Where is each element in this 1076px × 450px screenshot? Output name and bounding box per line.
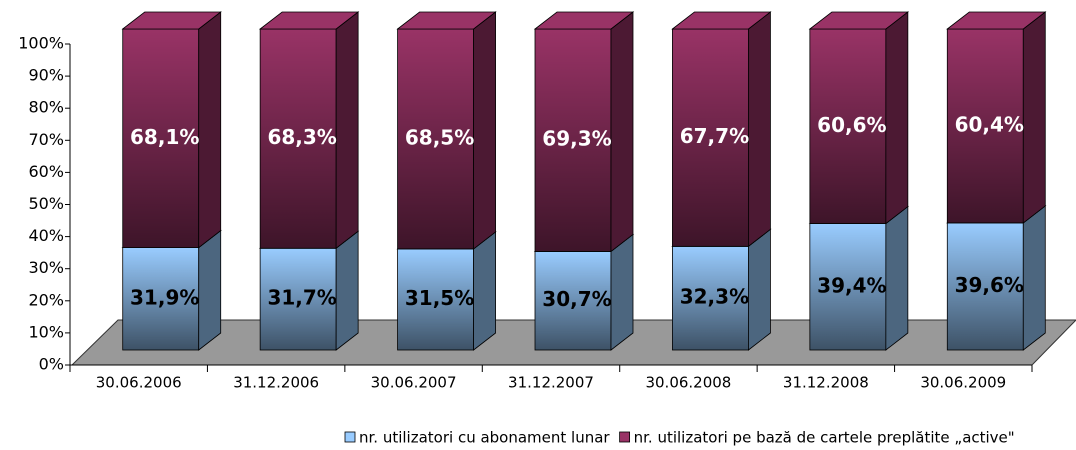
bar-side-shade: [885, 206, 908, 350]
bar-side-shade: [198, 12, 221, 248]
data-label: 30,7%: [542, 287, 611, 311]
data-label: 68,1%: [130, 125, 199, 149]
y-tick-label: 20%: [28, 290, 64, 309]
bar-top: [396, 11, 497, 30]
data-label: 31,5%: [405, 286, 474, 310]
bar-side-shade: [473, 12, 496, 249]
x-tick-label: 30.06.2009: [920, 374, 1006, 392]
bar-side-shade: [1023, 12, 1046, 223]
legend-label: nr. utilizatori pe bază de cartele prepl…: [634, 429, 1015, 447]
y-tick-label: 80%: [28, 98, 64, 117]
data-label: 69,3%: [542, 127, 611, 151]
bar-side-shade: [748, 12, 771, 247]
x-tick-label: 31.12.2007: [508, 374, 594, 392]
x-tick-label: 30.06.2007: [371, 374, 457, 392]
legend-label: nr. utilizatori cu abonament lunar: [359, 429, 610, 447]
bar-top: [808, 11, 910, 30]
y-tick-label: 90%: [28, 66, 64, 85]
data-label: 60,4%: [955, 112, 1024, 136]
y-tick-label: 0%: [39, 355, 64, 374]
data-label: 31,9%: [130, 285, 199, 309]
bar-top: [533, 11, 635, 30]
data-label: 31,7%: [267, 286, 336, 310]
bar-side-shade: [1023, 205, 1046, 350]
bar-side-shade: [885, 12, 908, 224]
data-label: 32,3%: [680, 285, 749, 309]
bar-side-shade: [336, 12, 359, 249]
y-tick-label: 100%: [18, 34, 64, 53]
data-label: 68,5%: [405, 125, 474, 149]
legend-swatch: [344, 431, 356, 443]
y-tick-label: 10%: [28, 322, 64, 341]
x-tick-label: 31.12.2006: [233, 374, 319, 392]
y-tick-label: 40%: [28, 226, 64, 245]
bar-side-shade: [611, 234, 633, 350]
bar-side-shade: [336, 231, 359, 350]
bar-side-shade: [748, 229, 771, 350]
x-tick-label: 31.12.2008: [783, 374, 869, 392]
data-label: 39,4%: [817, 273, 886, 297]
bar-side-shade: [611, 12, 633, 252]
y-tick-label: 60%: [28, 162, 64, 181]
bar-top: [121, 11, 222, 30]
x-tick-label: 30.06.2006: [96, 374, 182, 392]
bar-top: [258, 11, 360, 30]
y-tick-label: 70%: [28, 130, 64, 149]
legend-swatch: [619, 431, 631, 443]
x-tick-label: 30.06.2008: [645, 374, 731, 392]
bar-side-shade: [198, 230, 221, 350]
bar-side-shade: [473, 231, 496, 350]
data-label: 60,6%: [817, 113, 886, 137]
bar-top: [671, 11, 772, 30]
data-label: 68,3%: [267, 125, 336, 149]
y-tick-label: 30%: [28, 258, 64, 277]
data-label: 39,6%: [955, 273, 1024, 297]
bar-top: [946, 11, 1047, 30]
y-tick-label: 50%: [28, 194, 64, 213]
data-label: 67,7%: [680, 124, 749, 148]
